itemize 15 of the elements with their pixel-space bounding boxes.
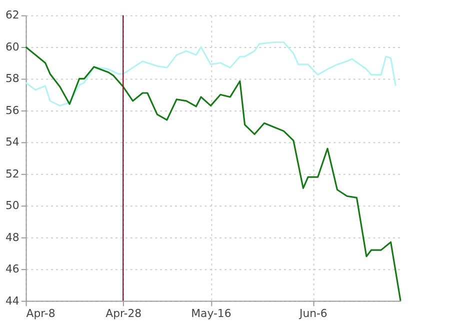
- x-tick-label: Jun-6: [298, 307, 328, 320]
- y-tick-label: 62: [5, 8, 20, 22]
- line-series: [24, 41, 396, 106]
- y-tick-label: 56: [5, 104, 20, 117]
- y-tick-label: 44: [5, 294, 20, 308]
- y-tick-label: 52: [5, 167, 20, 180]
- x-tick-label: Apr-8: [26, 307, 56, 320]
- y-tick-label: 54: [5, 136, 20, 149]
- x-tick-label: May-16: [191, 307, 232, 320]
- y-tick-label: 48: [5, 230, 20, 244]
- y-tick-label: 50: [5, 199, 20, 212]
- x-tick-label: Apr-28: [106, 307, 142, 320]
- y-tick-label: 60: [5, 40, 20, 54]
- y-tick-label: 46: [5, 262, 20, 276]
- y-tick-label: 58: [5, 72, 20, 86]
